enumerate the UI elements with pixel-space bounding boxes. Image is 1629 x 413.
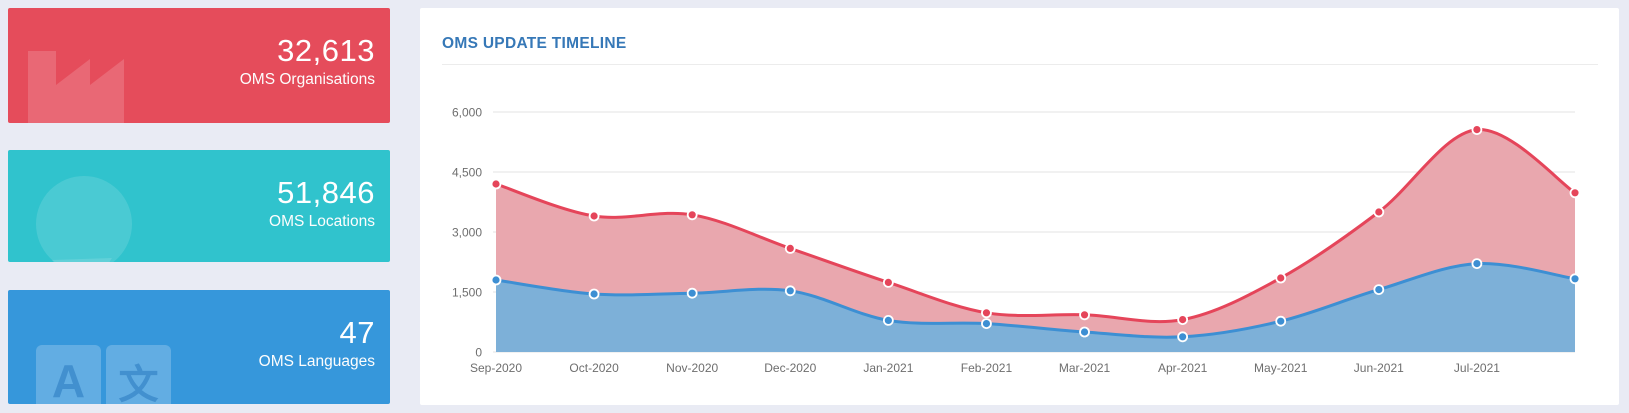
languages-label: OMS Languages — [258, 353, 375, 370]
chart-title: OMS UPDATE TIMELINE — [442, 35, 627, 52]
y-axis-tick-label: 4,500 — [452, 166, 482, 180]
oms-update-timeline-panel: OMS UPDATE TIMELINE 0 1,500 3,000 4,500 6,00… — [420, 8, 1619, 405]
blue-series-point — [490, 274, 502, 286]
latin-letter-tile: A — [36, 345, 101, 404]
blue-series-point — [784, 285, 796, 297]
translate-icon: A 文 — [36, 345, 276, 404]
x-axis-tick-label: Feb-2021 — [961, 361, 1013, 375]
stat-card-languages: A 文 47 OMS Languages — [8, 290, 390, 404]
blue-series-point — [1373, 284, 1385, 296]
blue-series-point — [1177, 331, 1189, 343]
y-axis-tick-label: 6,000 — [452, 106, 482, 120]
blue-series-point — [686, 287, 698, 299]
x-axis-tick-label: Dec-2020 — [764, 361, 816, 375]
red-series-point — [1275, 272, 1287, 284]
blue-series-area — [496, 263, 1575, 352]
blue-series-point — [1275, 315, 1287, 327]
red-series-line — [494, 128, 1577, 324]
blue-series-point — [981, 318, 992, 330]
blue-series-point — [1569, 273, 1581, 285]
x-axis-tick-label: Oct-2020 — [569, 361, 619, 375]
y-axis-tick-label: 3,000 — [452, 226, 482, 240]
organisations-label: OMS Organisations — [239, 71, 375, 88]
blue-series-point — [588, 288, 600, 300]
y-axis-tick-label: 0 — [475, 346, 482, 360]
red-series-point — [588, 210, 600, 222]
red-series-point — [1471, 124, 1483, 135]
red-series-point — [784, 242, 796, 254]
stat-card-organisations: 32,613 OMS Organisations — [8, 8, 390, 123]
x-axis-tick-label: Apr-2021 — [1158, 361, 1208, 375]
red-series-point — [686, 209, 698, 221]
blue-series-point — [882, 314, 894, 326]
stat-card-locations: 51,846 OMS Locations — [8, 150, 390, 262]
blue-series-point — [1079, 326, 1090, 338]
x-axis-tick-label: Mar-2021 — [1059, 361, 1111, 375]
x-axis-tick-label: Jul-2021 — [1454, 361, 1500, 375]
red-series-point — [1177, 314, 1189, 326]
red-series-point — [1079, 309, 1090, 321]
x-axis-tick-label: Sep-2020 — [470, 361, 522, 375]
organisations-count: 32,613 — [277, 33, 375, 68]
red-series-point — [490, 178, 502, 190]
factory-icon — [28, 51, 124, 123]
timeline-chart[interactable]: 0 1,500 3,000 4,500 6,000 Sep-2020 Oct-2020 Nov… — [420, 8, 1619, 405]
title-divider — [442, 64, 1598, 65]
locations-count: 51,846 — [277, 175, 375, 210]
x-axis-tick-label: Jun-2021 — [1354, 361, 1404, 375]
blue-series-point — [1471, 258, 1483, 270]
red-series-point — [981, 307, 992, 319]
x-axis-tick-label: May-2021 — [1254, 361, 1308, 375]
x-axis-tick-label: Nov-2020 — [666, 361, 718, 375]
languages-count: 47 — [339, 315, 375, 350]
y-axis-tick-label: 1,500 — [452, 286, 482, 300]
locations-label: OMS Locations — [269, 213, 375, 230]
map-pin-icon — [36, 176, 132, 262]
red-series-point — [1569, 187, 1581, 199]
red-series-point — [882, 276, 894, 288]
red-series-point — [1373, 206, 1385, 218]
cjk-letter-tile: 文 — [106, 345, 171, 404]
x-axis-tick-label: Jan-2021 — [863, 361, 913, 375]
